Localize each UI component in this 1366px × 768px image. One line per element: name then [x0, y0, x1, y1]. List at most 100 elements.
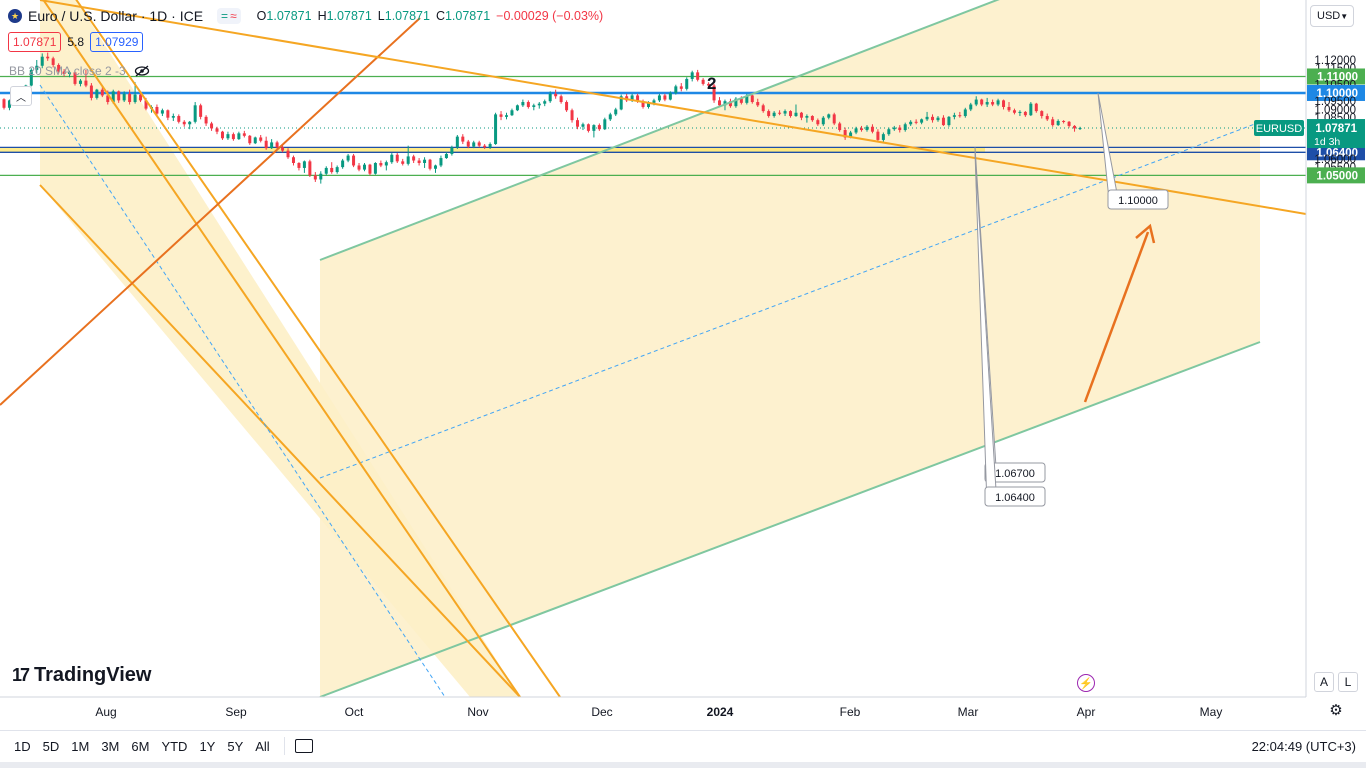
candle: [352, 153, 356, 168]
candle-body: [264, 140, 268, 149]
range-6m[interactable]: 6M: [131, 738, 150, 754]
candle-body: [909, 121, 913, 125]
candle-body: [155, 106, 159, 114]
sell-price-button[interactable]: 1.07871: [8, 32, 62, 52]
candle-body: [133, 94, 137, 103]
candle: [674, 84, 678, 95]
candle: [395, 153, 399, 163]
candle-body: [537, 103, 541, 106]
candle-body: [548, 93, 552, 102]
candle: [335, 165, 339, 174]
candle-body: [603, 119, 607, 130]
last-price-value: 1.07871: [1315, 123, 1357, 135]
candle: [46, 52, 50, 61]
candle-body: [1018, 111, 1022, 113]
candle-body: [685, 78, 689, 89]
indicator-legend[interactable]: BB 20 SMA close 2 -3: [9, 64, 150, 78]
level-price-label: 1.11000: [1317, 71, 1358, 83]
range-all[interactable]: All: [255, 738, 270, 754]
candle: [860, 125, 864, 132]
symbol-title[interactable]: Euro / U.S. Dollar · 1D · ICE: [28, 8, 204, 24]
candle-body: [7, 100, 11, 108]
calendar-icon[interactable]: [294, 739, 313, 753]
clock-time[interactable]: 22:04:49 (UTC+3): [1251, 738, 1356, 754]
candle: [319, 171, 323, 184]
candle: [461, 134, 465, 145]
candle-body: [46, 56, 50, 59]
candle-body: [242, 133, 246, 136]
range-ytd[interactable]: YTD: [161, 738, 188, 754]
candle-body: [362, 164, 366, 170]
candle: [1029, 102, 1033, 117]
candle: [783, 109, 787, 117]
ohlc-values: O1.07871 H1.07871 L1.07871 C1.07871 −0.00029…: [256, 9, 604, 23]
candle: [89, 83, 93, 101]
candle-body: [117, 91, 121, 101]
candle-body: [379, 163, 383, 166]
currency-select[interactable]: USD ▼: [1310, 5, 1354, 27]
candle-body: [215, 128, 219, 132]
candle-body: [73, 72, 77, 84]
candle: [504, 112, 508, 120]
last-price-badge: [1307, 119, 1365, 149]
candle: [29, 68, 33, 87]
range-5y[interactable]: 5Y: [227, 738, 244, 754]
price-callout-1: 1.06700: [974, 147, 1046, 483]
tradingview-mark-icon: 17: [12, 665, 30, 685]
collapse-legend-button[interactable]: ︿: [10, 86, 32, 106]
time-tick-label: Nov: [467, 705, 488, 719]
candle-body: [772, 112, 776, 117]
candle: [668, 91, 672, 101]
candle: [1040, 110, 1044, 119]
candle: [565, 100, 569, 112]
candle: [357, 163, 361, 172]
candle: [373, 162, 377, 175]
buy-price-button[interactable]: 1.07929: [90, 32, 144, 52]
candle-body: [843, 130, 847, 138]
price-tick-label: 1.09500: [1314, 96, 1356, 108]
candle: [242, 130, 246, 138]
candle: [341, 158, 345, 169]
candle-body: [958, 115, 962, 117]
callout-label: 1.06700: [995, 468, 1035, 480]
candle-body: [319, 173, 323, 180]
candle-body: [204, 116, 208, 124]
candle: [931, 114, 935, 123]
candle-body: [690, 72, 694, 79]
events-flash-icon[interactable]: ⚡: [1077, 674, 1095, 692]
candle: [155, 104, 159, 117]
log-scale-button[interactable]: L: [1338, 672, 1358, 692]
candle-body: [936, 117, 940, 121]
candle-body: [985, 102, 989, 105]
candle: [117, 90, 121, 103]
gear-icon[interactable]: ⚙: [1329, 702, 1343, 719]
candle-body: [712, 85, 716, 101]
candle-body: [483, 145, 487, 148]
candle: [1018, 110, 1022, 117]
candle: [494, 112, 498, 145]
auto-scale-button[interactable]: A: [1314, 672, 1334, 692]
candle-body: [352, 155, 356, 166]
candle-body: [390, 154, 394, 163]
candle: [1078, 126, 1082, 131]
candle-body: [275, 142, 279, 148]
candle-body: [144, 100, 148, 109]
eye-hidden-icon[interactable]: [134, 65, 150, 77]
candle: [789, 110, 793, 118]
candle: [297, 162, 301, 171]
candle-body: [739, 98, 743, 103]
candle: [761, 103, 765, 113]
candle-body: [417, 160, 421, 163]
range-1y[interactable]: 1Y: [199, 738, 216, 754]
range-5d[interactable]: 5D: [42, 738, 60, 754]
candle-body: [346, 155, 350, 161]
time-tick-label: Sep: [225, 705, 247, 719]
range-1m[interactable]: 1M: [71, 738, 90, 754]
compare-icon[interactable]: = ≈: [217, 8, 241, 24]
candle-body: [865, 126, 869, 131]
candle: [35, 60, 39, 74]
range-1d[interactable]: 1D: [14, 738, 31, 754]
candle: [816, 118, 820, 126]
range-3m[interactable]: 3M: [101, 738, 120, 754]
